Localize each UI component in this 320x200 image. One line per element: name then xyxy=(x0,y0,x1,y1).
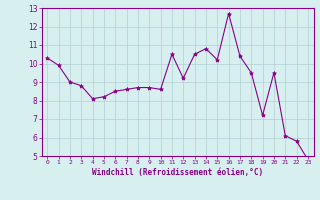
X-axis label: Windchill (Refroidissement éolien,°C): Windchill (Refroidissement éolien,°C) xyxy=(92,168,263,177)
